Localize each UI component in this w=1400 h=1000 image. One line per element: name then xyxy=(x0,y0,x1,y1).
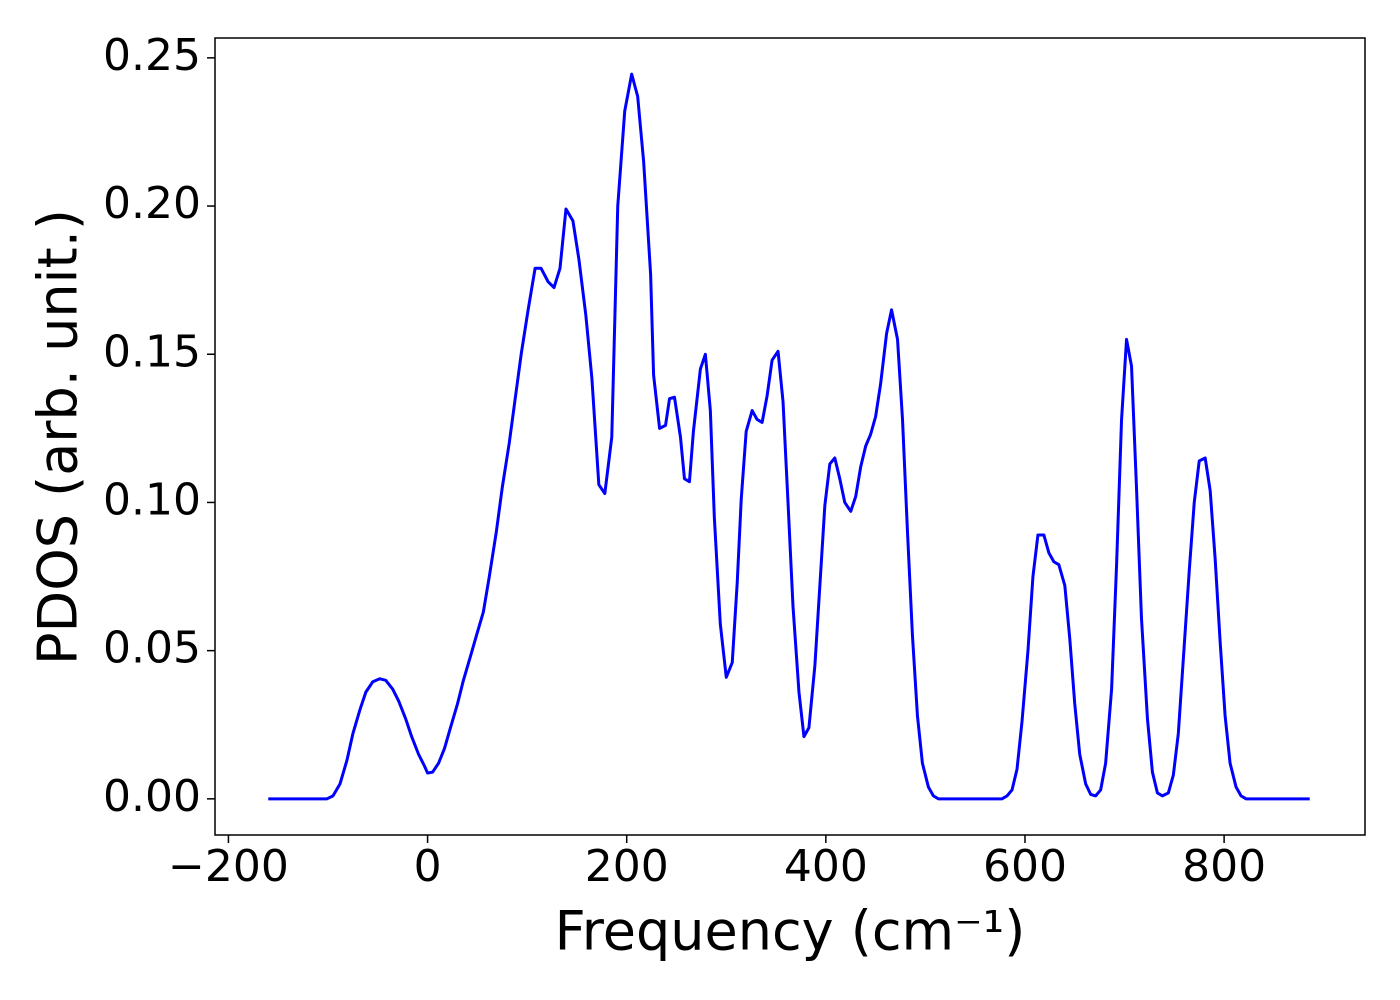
plot-frame xyxy=(214,37,1366,836)
x-tick-label: 0 xyxy=(414,841,442,892)
x-tick-label: 600 xyxy=(983,841,1067,892)
y-tick-label: 0.00 xyxy=(103,771,201,822)
x-tick-label: 400 xyxy=(784,841,868,892)
x-axis-label: Frequency (cm⁻¹) xyxy=(555,900,1026,963)
y-tick-label: 0.15 xyxy=(103,326,201,377)
y-tick-label: 0.20 xyxy=(103,178,201,229)
y-axis-label: PDOS (arb. unit.) xyxy=(27,209,90,665)
y-tick-label: 0.10 xyxy=(103,474,201,525)
x-tick-label: −200 xyxy=(168,841,289,892)
x-tick-label: 800 xyxy=(1182,841,1266,892)
data-line xyxy=(268,72,1310,801)
y-tick-label: 0.25 xyxy=(103,30,201,81)
y-tick-label: 0.05 xyxy=(103,623,201,674)
x-tick-label: 200 xyxy=(585,841,669,892)
